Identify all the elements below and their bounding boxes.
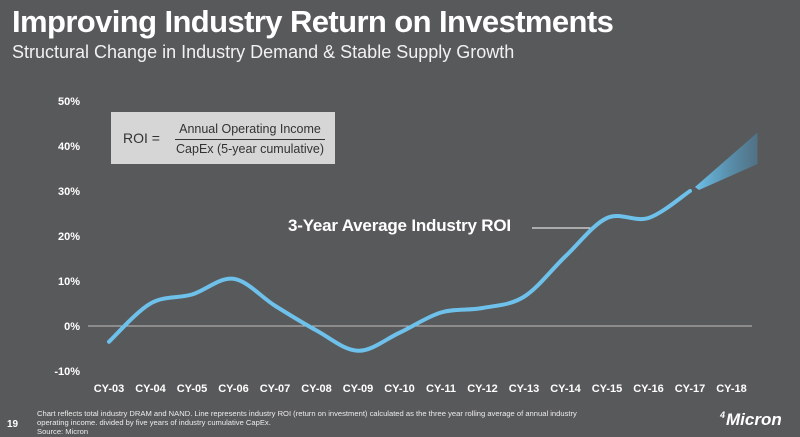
footnote-line: Chart reflects total industry DRAM and N…: [37, 409, 577, 418]
x-tick-label: CY-16: [633, 383, 664, 395]
footnote-source: Source: Micron: [37, 427, 89, 436]
x-tick-label: CY-06: [218, 383, 249, 395]
x-tick-label: CY-05: [177, 383, 208, 395]
x-tick-label: CY-03: [94, 383, 125, 395]
y-tick-label: 50%: [58, 96, 80, 108]
x-tick-label: CY-18: [716, 383, 747, 395]
formula-denominator: CapEx (5-year cumulative): [176, 142, 324, 156]
x-tick-label: CY-13: [509, 383, 540, 395]
x-tick-label: CY-04: [135, 383, 166, 395]
logo-mark: 4: [720, 410, 726, 421]
y-tick-label: 10%: [58, 276, 80, 288]
x-tick-label: CY-09: [343, 383, 374, 395]
x-tick-label: CY-11: [426, 383, 456, 395]
formula-fraction-bar: [175, 139, 325, 140]
x-tick-label: CY-08: [301, 383, 332, 395]
y-tick-label: 0%: [64, 321, 80, 333]
logo-text: Micron: [726, 410, 782, 429]
page-number: 19: [7, 419, 19, 430]
x-tick-label: CY-17: [675, 383, 706, 395]
x-tick-label: CY-12: [467, 383, 498, 395]
y-tick-label: 40%: [58, 141, 80, 153]
slide-subtitle: Structural Change in Industry Demand & S…: [12, 42, 515, 62]
y-tick-label: -10%: [54, 366, 80, 378]
y-tick-label: 30%: [58, 186, 80, 198]
roi-series-line: [107, 189, 692, 353]
slide-title: Improving Industry Return on Investments: [12, 4, 614, 39]
roi-formula-box: ROI = Annual Operating Income CapEx (5-y…: [111, 112, 335, 164]
x-tick-label: CY-15: [592, 383, 623, 395]
formula-lhs: ROI =: [123, 130, 160, 146]
formula-numerator: Annual Operating Income: [179, 122, 321, 136]
company-logo: 4Micron: [720, 410, 782, 430]
footnote: Chart reflects total industry DRAM and N…: [37, 409, 597, 436]
x-tick-label: CY-14: [550, 383, 581, 395]
footnote-line: operating income. divided by five years …: [37, 418, 271, 427]
series-label: 3-Year Average Industry ROI: [288, 216, 511, 235]
x-tick-label: CY-10: [384, 383, 415, 395]
y-tick-label: 20%: [58, 231, 80, 243]
x-tick-label: CY-07: [260, 383, 291, 395]
projection-wedge: [695, 132, 758, 190]
